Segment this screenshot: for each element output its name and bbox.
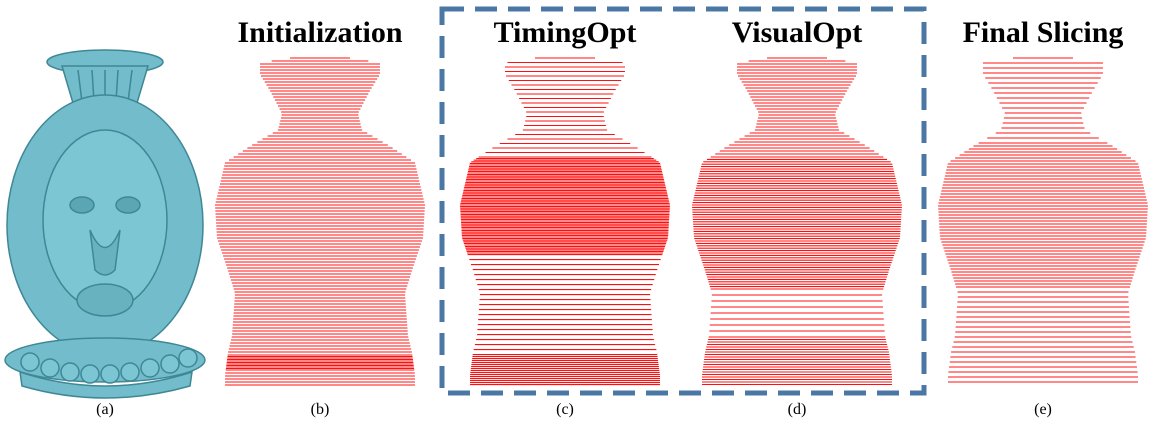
panel-caption: (e) — [1034, 401, 1052, 418]
panel-title: Initialization — [237, 16, 402, 49]
panel-title: TimingOpt — [494, 16, 637, 49]
lion-model — [5, 50, 205, 398]
slices — [215, 58, 1148, 385]
panel-caption: (c) — [556, 401, 574, 418]
page: (a) Initialization (b) TimingOpt (c) VisualOp… — [0, 0, 1151, 425]
figure: (a) Initialization (b) TimingOpt (c) VisualOp… — [0, 0, 1151, 425]
panel-title: Final Slicing — [963, 16, 1124, 49]
panel-caption: (b) — [311, 401, 330, 418]
panel-caption: (d) — [788, 401, 807, 418]
panel-title: VisualOpt — [732, 16, 863, 49]
panel-caption: (a) — [96, 401, 114, 418]
